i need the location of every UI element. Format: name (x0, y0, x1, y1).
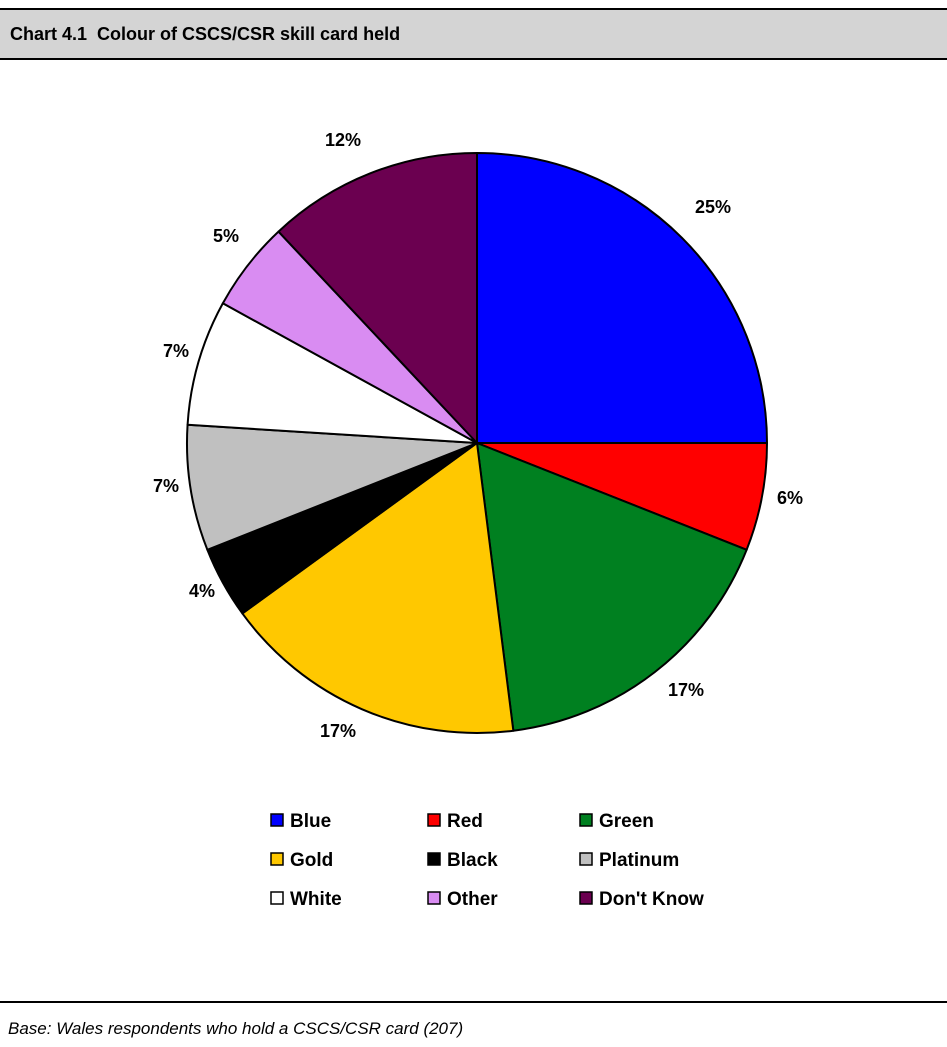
legend-swatch-gold (270, 852, 284, 866)
legend-swatch-green (579, 813, 593, 827)
legend-label-gold: Gold (290, 850, 333, 871)
legend-label-other: Other (447, 889, 498, 910)
pie-slice-labels: 25% 6% 17% 17% 4% 7% 7% 5% 12% (153, 130, 803, 741)
slice-label-black: 4% (189, 581, 215, 601)
slice-label-platinum: 7% (153, 476, 179, 496)
legend-swatch-red (427, 813, 441, 827)
legend-label-red: Red (447, 811, 483, 832)
legend-swatch-blue (270, 813, 284, 827)
chart-title-bar: Chart 4.1 Colour of CSCS/CSR skill card … (0, 8, 947, 60)
legend-label-don-t-know: Don't Know (599, 889, 704, 910)
slice-label-other: 5% (213, 226, 239, 246)
slice-label-blue: 25% (695, 197, 731, 217)
pie-slice-blue (476, 152, 768, 444)
slice-label-don-t-know: 12% (325, 130, 361, 150)
legend-swatch-don-t-know (579, 891, 593, 905)
legend-swatch-platinum (579, 852, 593, 866)
pie-slice-gold (241, 442, 515, 734)
slice-label-white: 7% (163, 341, 189, 361)
legend-label-blue: Blue (290, 811, 331, 832)
chart-title: Chart 4.1 Colour of CSCS/CSR skill card … (10, 24, 401, 44)
legend-label-white: White (290, 889, 342, 910)
pie-slice-platinum (186, 423, 478, 551)
slice-label-green: 17% (668, 680, 704, 700)
pie-slice-don-t-know (277, 152, 478, 444)
slice-label-red: 6% (777, 488, 803, 508)
legend-swatch-white (270, 891, 284, 905)
pie-slice-white (186, 302, 478, 444)
slice-label-gold: 17% (320, 721, 356, 741)
footer-divider (0, 1001, 947, 1003)
base-note: Base: Wales respondents who hold a CSCS/… (8, 1019, 464, 1038)
pie-slices (186, 152, 768, 734)
legend-swatch-black (427, 852, 441, 866)
legend: Blue Red Green Gold Black Platinum White Other D… (270, 811, 704, 910)
legend-label-green: Green (599, 811, 654, 832)
legend-swatch-other (427, 891, 441, 905)
pie-slice-green (476, 442, 748, 732)
legend-label-platinum: Platinum (599, 850, 679, 871)
legend-label-black: Black (447, 850, 498, 871)
